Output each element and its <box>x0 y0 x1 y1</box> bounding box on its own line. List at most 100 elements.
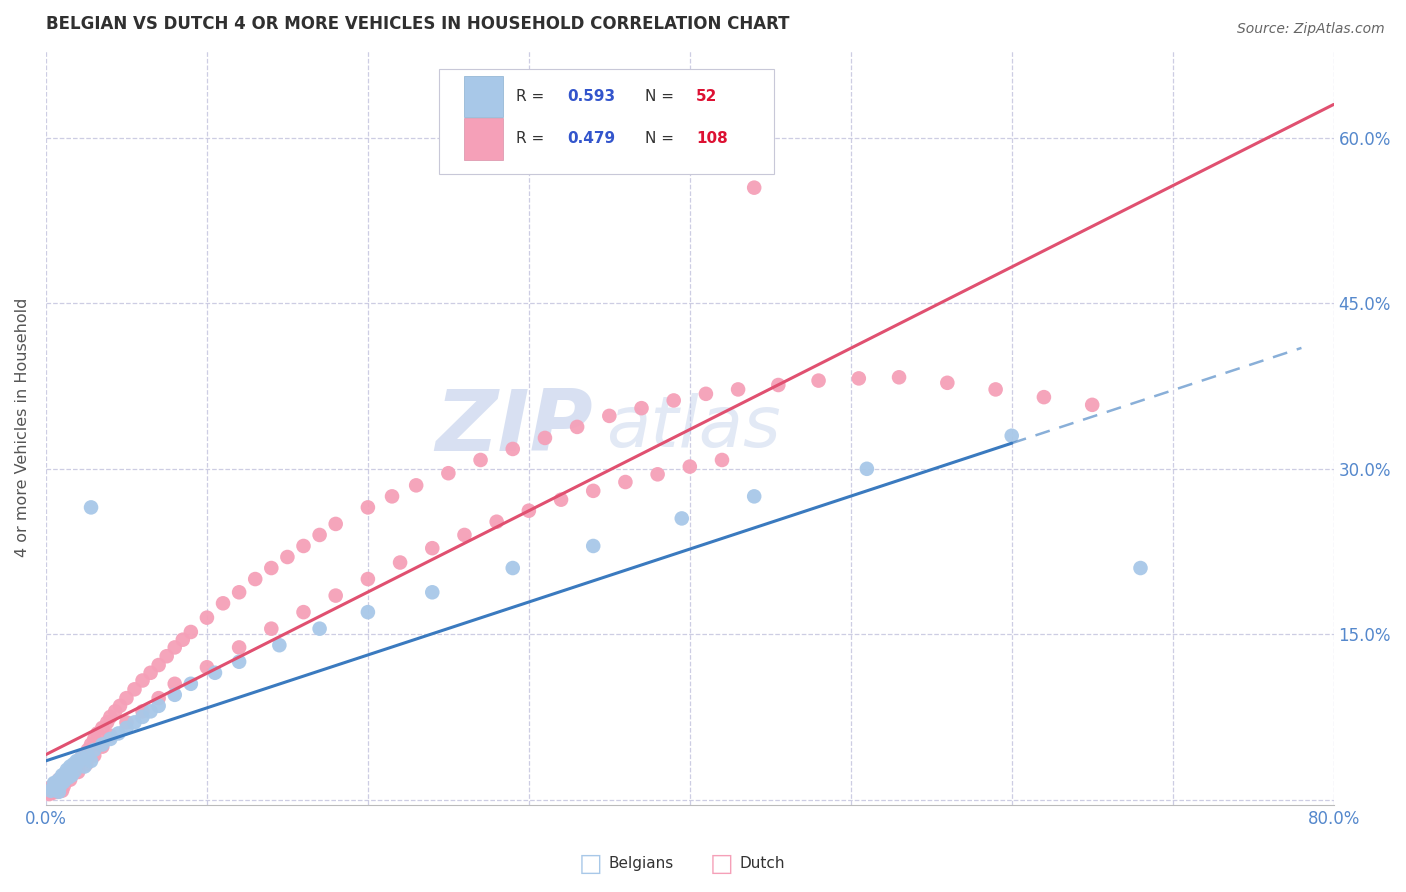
Point <box>53 766 76 780</box>
Text: R =: R = <box>516 89 550 103</box>
Point <box>39 785 62 799</box>
Point <box>260 622 283 636</box>
Point <box>91 738 114 752</box>
Point <box>292 539 315 553</box>
Point <box>195 660 218 674</box>
Point <box>695 387 717 401</box>
Point <box>131 704 153 718</box>
Point <box>46 775 69 789</box>
Point <box>502 561 524 575</box>
Point <box>357 500 380 515</box>
Point <box>711 453 734 467</box>
Point <box>228 655 250 669</box>
Point <box>662 393 685 408</box>
Text: 52: 52 <box>696 89 717 103</box>
Point <box>381 489 404 503</box>
Point <box>470 453 492 467</box>
Text: 0.479: 0.479 <box>568 131 616 146</box>
Point <box>59 768 82 782</box>
Point <box>46 780 69 795</box>
Point <box>534 431 557 445</box>
Point <box>91 739 114 754</box>
Point <box>59 759 82 773</box>
Point <box>70 750 93 764</box>
Point <box>502 442 524 456</box>
Text: N =: N = <box>645 131 679 146</box>
Point <box>856 462 879 476</box>
Point <box>60 764 83 779</box>
Point <box>52 768 75 782</box>
Text: Belgians: Belgians <box>609 856 673 871</box>
Point <box>48 781 70 796</box>
Point <box>53 772 76 787</box>
Point <box>73 748 96 763</box>
Point <box>107 726 129 740</box>
Point <box>39 783 62 797</box>
Point <box>76 748 98 763</box>
Point <box>582 539 605 553</box>
Point <box>630 401 652 416</box>
Point <box>80 738 103 752</box>
Point <box>163 640 186 655</box>
Point <box>437 467 460 481</box>
Point <box>260 561 283 575</box>
Y-axis label: 4 or more Vehicles in Household: 4 or more Vehicles in Household <box>15 298 30 558</box>
Text: atlas: atlas <box>606 393 780 462</box>
Point <box>98 731 121 746</box>
Point <box>39 781 62 796</box>
Point <box>887 370 910 384</box>
Point <box>582 483 605 498</box>
Point <box>38 787 60 801</box>
Point <box>1001 428 1024 442</box>
Point <box>768 378 790 392</box>
Text: □: □ <box>579 852 602 875</box>
Point <box>46 785 69 799</box>
Point <box>98 729 121 743</box>
Point <box>49 772 72 786</box>
Point <box>42 776 65 790</box>
Point <box>51 783 73 797</box>
Point <box>56 763 79 777</box>
Point <box>212 596 235 610</box>
Point <box>75 757 97 772</box>
FancyBboxPatch shape <box>464 76 503 117</box>
Point <box>46 775 69 789</box>
Point <box>67 757 90 772</box>
Point <box>389 556 412 570</box>
Point <box>98 710 121 724</box>
Text: BELGIAN VS DUTCH 4 OR MORE VEHICLES IN HOUSEHOLD CORRELATION CHART: BELGIAN VS DUTCH 4 OR MORE VEHICLES IN H… <box>46 15 790 33</box>
Point <box>614 475 637 489</box>
Point <box>58 771 80 785</box>
Point <box>453 528 475 542</box>
Point <box>276 549 298 564</box>
Point <box>308 622 330 636</box>
Point <box>48 772 70 787</box>
Point <box>420 541 443 556</box>
Point <box>69 754 91 768</box>
Point <box>148 658 170 673</box>
Text: □: □ <box>710 852 733 875</box>
Point <box>565 420 588 434</box>
Point <box>195 610 218 624</box>
Point <box>671 511 693 525</box>
Point <box>42 780 65 794</box>
Point <box>49 782 72 797</box>
Point <box>936 376 959 390</box>
Point <box>52 780 75 794</box>
Point <box>48 772 70 787</box>
Point <box>83 748 105 763</box>
Point <box>228 640 250 655</box>
Point <box>91 721 114 735</box>
Point <box>73 759 96 773</box>
Point <box>80 754 103 768</box>
Point <box>325 589 347 603</box>
Point <box>56 771 79 785</box>
Point <box>292 605 315 619</box>
Point <box>63 764 86 778</box>
Point <box>41 786 63 800</box>
Text: Dutch: Dutch <box>740 856 785 871</box>
Point <box>420 585 443 599</box>
Point <box>63 762 86 776</box>
Point <box>485 515 508 529</box>
Point <box>357 572 380 586</box>
